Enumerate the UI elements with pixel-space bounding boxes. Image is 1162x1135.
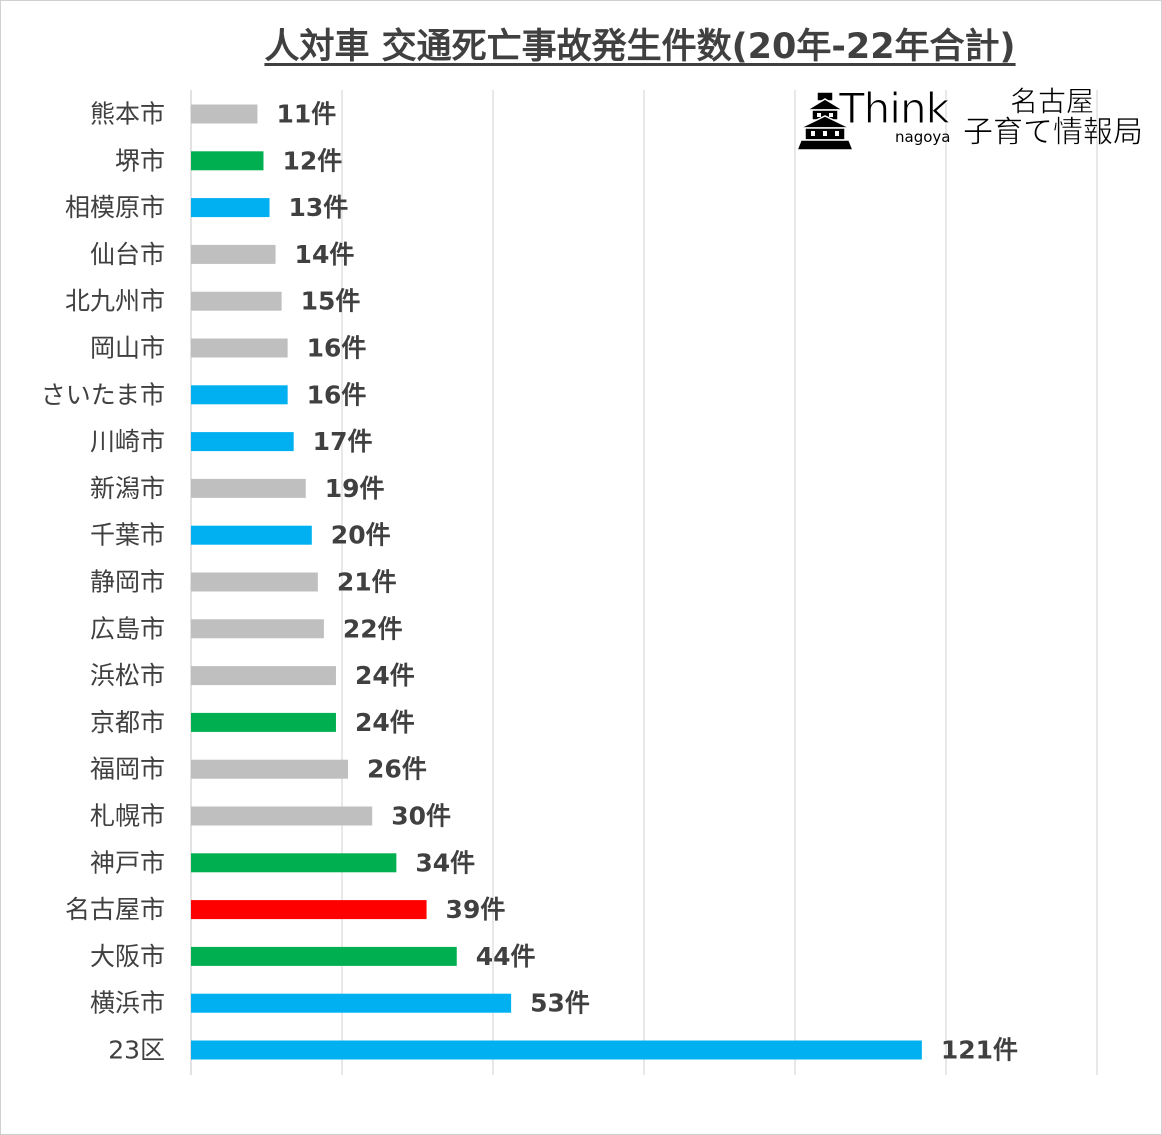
category-label: 福岡市 bbox=[90, 755, 165, 784]
logo-line1-text: 名古屋 bbox=[1010, 85, 1095, 118]
category-label: 23区 bbox=[108, 1036, 165, 1065]
data-label: 21件 bbox=[337, 568, 397, 597]
bar bbox=[191, 806, 373, 826]
bar bbox=[191, 432, 294, 452]
data-label: 20件 bbox=[331, 521, 391, 550]
data-label: 22件 bbox=[343, 614, 403, 643]
castle-icon bbox=[795, 91, 855, 151]
logo-think-text: Think bbox=[839, 84, 951, 133]
category-label: 千葉市 bbox=[90, 521, 165, 550]
category-label: 広島市 bbox=[90, 614, 165, 643]
category-label: 相模原市 bbox=[65, 193, 165, 222]
bar bbox=[191, 291, 282, 311]
bar bbox=[191, 993, 512, 1013]
data-label: 16件 bbox=[307, 334, 367, 363]
chart-title: 人対車 交通死亡事故発生件数(20年-22年合計) bbox=[264, 27, 1016, 67]
data-label: 44件 bbox=[476, 942, 536, 971]
category-label: 川崎市 bbox=[90, 427, 165, 456]
category-label: 神戸市 bbox=[90, 848, 165, 877]
data-label: 15件 bbox=[301, 287, 361, 316]
brand-logo: Think nagoya 名古屋 子育て情報局 bbox=[795, 84, 1155, 158]
logo-line2-text: 子育て情報局 bbox=[963, 115, 1144, 150]
category-label: さいたま市 bbox=[41, 380, 165, 409]
category-label: 新潟市 bbox=[90, 474, 165, 503]
data-label: 26件 bbox=[367, 755, 427, 784]
data-label: 12件 bbox=[282, 146, 342, 175]
category-label: 横浜市 bbox=[90, 989, 165, 1018]
bar bbox=[191, 525, 312, 545]
data-label: 34件 bbox=[415, 848, 475, 877]
bar bbox=[191, 244, 276, 264]
bar bbox=[191, 900, 427, 920]
data-label: 39件 bbox=[446, 895, 506, 924]
category-label: 堺市 bbox=[115, 146, 165, 175]
data-label: 17件 bbox=[313, 427, 373, 456]
bar bbox=[191, 759, 349, 779]
bar bbox=[191, 619, 324, 639]
data-label: 11件 bbox=[276, 100, 336, 129]
bar bbox=[191, 946, 457, 966]
data-label: 19件 bbox=[325, 474, 385, 503]
category-label: 名古屋市 bbox=[65, 895, 165, 924]
data-label: 24件 bbox=[355, 661, 415, 690]
bar bbox=[191, 478, 306, 498]
bar bbox=[191, 104, 258, 124]
bar bbox=[191, 198, 270, 218]
category-label: 北九州市 bbox=[65, 287, 165, 316]
bar bbox=[191, 712, 336, 732]
bar bbox=[191, 151, 264, 171]
bar bbox=[191, 1040, 922, 1060]
category-label: 札幌市 bbox=[90, 802, 165, 831]
bar bbox=[191, 572, 318, 592]
bar bbox=[191, 853, 397, 873]
category-label: 岡山市 bbox=[90, 334, 165, 363]
category-label: 静岡市 bbox=[90, 568, 165, 597]
data-label: 53件 bbox=[530, 989, 590, 1018]
category-label: 大阪市 bbox=[90, 942, 165, 971]
data-label: 24件 bbox=[355, 708, 415, 737]
bar bbox=[191, 666, 336, 686]
bar bbox=[191, 385, 288, 405]
data-label: 30件 bbox=[391, 802, 451, 831]
category-label: 京都市 bbox=[90, 708, 165, 737]
data-label: 121件 bbox=[941, 1036, 1018, 1065]
bar bbox=[191, 338, 288, 358]
category-label: 浜松市 bbox=[90, 661, 165, 690]
data-label: 13件 bbox=[289, 193, 349, 222]
category-label: 仙台市 bbox=[90, 240, 165, 269]
logo-nagoya-text: nagoya bbox=[895, 128, 951, 146]
data-label: 16件 bbox=[307, 380, 367, 409]
category-label: 熊本市 bbox=[90, 100, 165, 129]
data-label: 14件 bbox=[295, 240, 355, 269]
